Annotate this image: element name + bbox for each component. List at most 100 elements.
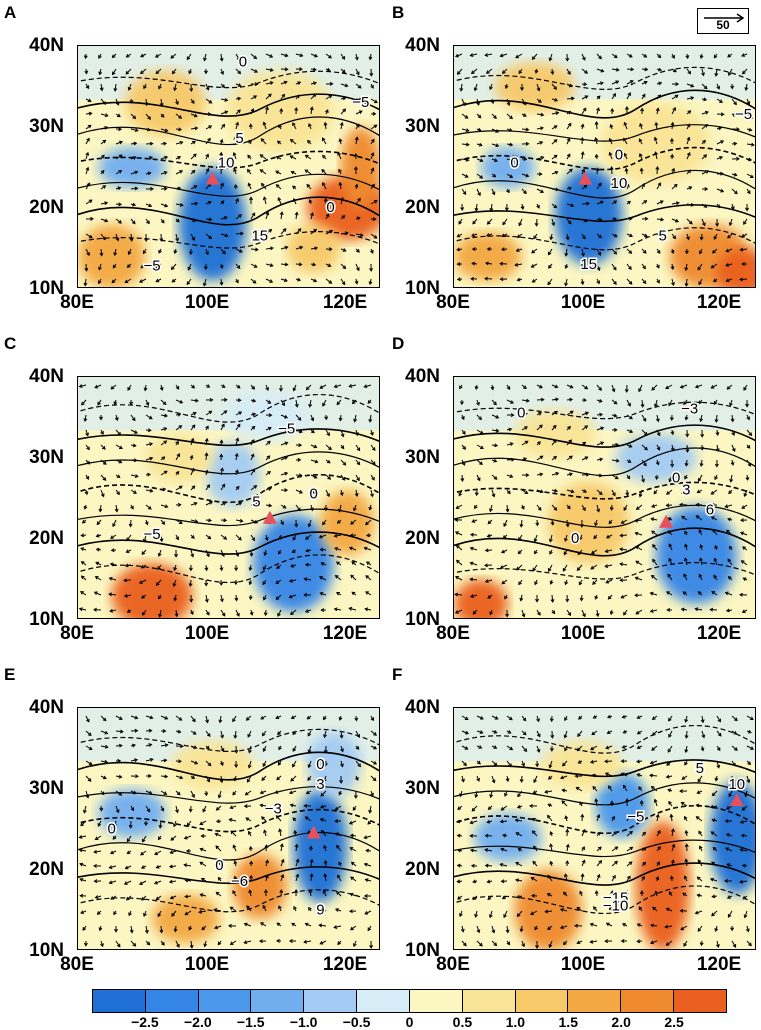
lon-label: 80E bbox=[42, 955, 112, 974]
lon-label: 120E bbox=[684, 624, 754, 643]
colorbar-swatch bbox=[199, 990, 252, 1012]
lat-label: 40N bbox=[396, 36, 440, 55]
lat-label: 40N bbox=[20, 36, 64, 55]
anomaly-region bbox=[542, 740, 623, 789]
lon-label: 80E bbox=[418, 955, 488, 974]
contour-label: −5 bbox=[735, 106, 752, 123]
colorbar-tick-label: −1.5 bbox=[226, 1015, 276, 1029]
panel-letter-a: A bbox=[4, 4, 16, 21]
colorbar-tick-label: −2.5 bbox=[120, 1015, 170, 1029]
lat-label: 40N bbox=[20, 367, 64, 386]
lon-label: 100E bbox=[172, 955, 242, 974]
colorbar-tick-label: 0 bbox=[385, 1015, 435, 1029]
contour-label: −10 bbox=[603, 898, 628, 915]
anomaly-region bbox=[454, 232, 521, 281]
colorbar-tick-label: 1.5 bbox=[543, 1015, 593, 1029]
anomaly-region bbox=[474, 813, 541, 862]
contour-label: −5 bbox=[144, 526, 161, 543]
lat-label: 30N bbox=[20, 448, 64, 467]
contour-label: 9 bbox=[316, 902, 324, 919]
contour-label: 0 bbox=[215, 857, 223, 874]
anomaly-region bbox=[548, 482, 629, 563]
lat-label: 20N bbox=[396, 529, 440, 548]
lon-label: 120E bbox=[684, 293, 754, 312]
colorbar bbox=[92, 989, 727, 1013]
colorbar-tick-label: 2.0 bbox=[596, 1015, 646, 1029]
contour-label: 10 bbox=[611, 175, 628, 192]
contour-label: −5 bbox=[144, 257, 161, 274]
contour-label: 3 bbox=[682, 481, 690, 498]
contour-label: −5 bbox=[352, 94, 369, 111]
map-panel-b: 0 −5 0 10 5 15 bbox=[453, 45, 756, 288]
lat-label: 30N bbox=[396, 117, 440, 136]
lat-label: 40N bbox=[396, 367, 440, 386]
lon-label: 80E bbox=[418, 293, 488, 312]
contour-label: 0 bbox=[107, 821, 115, 838]
colorbar-swatch bbox=[251, 990, 304, 1012]
lon-label: 120E bbox=[310, 624, 380, 643]
lat-label: 40N bbox=[396, 698, 440, 717]
anomaly-region bbox=[454, 377, 756, 430]
contour-label: −3 bbox=[681, 400, 698, 417]
contour-label: −5 bbox=[627, 808, 644, 825]
colorbar-swatch bbox=[304, 990, 357, 1012]
lat-label: 30N bbox=[20, 779, 64, 798]
anomaly-region bbox=[98, 147, 165, 188]
lat-label: 20N bbox=[20, 860, 64, 879]
lon-label: 120E bbox=[684, 955, 754, 974]
anomaly-region bbox=[145, 434, 212, 483]
lat-label: 20N bbox=[20, 529, 64, 548]
contour-label: 10 bbox=[218, 155, 235, 172]
lon-label: 100E bbox=[548, 293, 618, 312]
contour-label: 3 bbox=[316, 776, 324, 793]
lon-label: 100E bbox=[548, 955, 618, 974]
lat-label: 30N bbox=[396, 779, 440, 798]
panel-letter-d: D bbox=[392, 335, 404, 352]
panel-letter-c: C bbox=[4, 335, 16, 352]
colorbar-swatch bbox=[146, 990, 199, 1012]
lon-label: 80E bbox=[418, 624, 488, 643]
anomaly-region bbox=[481, 147, 535, 188]
reference-vector-label: 50 bbox=[698, 18, 748, 32]
contour-label: 0 bbox=[316, 756, 324, 773]
colorbar-tick-label: −2.0 bbox=[173, 1015, 223, 1029]
contour-label: 15 bbox=[580, 256, 597, 273]
lon-label: 100E bbox=[548, 624, 618, 643]
lat-label: 30N bbox=[20, 117, 64, 136]
panel-letter-e: E bbox=[4, 666, 15, 683]
anomaly-region bbox=[515, 870, 582, 950]
contour-label: 0 bbox=[615, 146, 623, 163]
lon-label: 120E bbox=[310, 955, 380, 974]
lon-label: 80E bbox=[42, 624, 112, 643]
lat-label: 20N bbox=[396, 198, 440, 217]
lat-label: 20N bbox=[396, 860, 440, 879]
contour-label: 0 bbox=[510, 155, 518, 172]
map-field: 0 −5 0 10 5 15 bbox=[454, 46, 756, 288]
contour-label: 0 bbox=[309, 486, 317, 503]
colorbar-swatch bbox=[463, 990, 516, 1012]
lat-label: 40N bbox=[20, 698, 64, 717]
colorbar-swatch bbox=[568, 990, 621, 1012]
colorbar-tick-label: 2.5 bbox=[649, 1015, 699, 1029]
contour-label: −3 bbox=[265, 800, 282, 817]
panel-letter-b: B bbox=[392, 4, 404, 21]
colorbar-swatch bbox=[357, 990, 410, 1012]
anomaly-region bbox=[616, 434, 697, 483]
contour-label: 10 bbox=[728, 776, 745, 793]
contour-label: 5 bbox=[659, 227, 667, 244]
anomaly-region bbox=[172, 740, 253, 789]
contour-label: 5 bbox=[696, 760, 704, 777]
contour-label: 5 bbox=[252, 494, 260, 511]
panel-letter-f: F bbox=[392, 666, 402, 683]
colorbar-tick-label: 1.0 bbox=[490, 1015, 540, 1029]
colorbar-swatch bbox=[93, 990, 146, 1012]
contour-label: 0 bbox=[517, 405, 525, 422]
